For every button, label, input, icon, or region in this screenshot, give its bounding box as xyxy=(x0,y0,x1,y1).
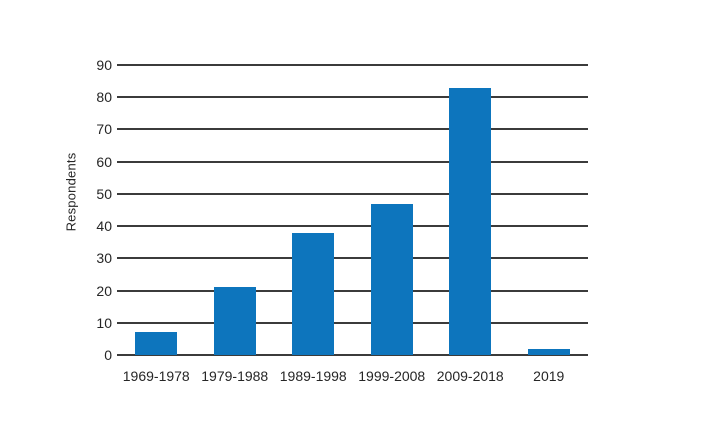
gridline-60 xyxy=(117,160,588,163)
gridline-20 xyxy=(117,289,588,292)
y-tick-label-10: 10 xyxy=(96,314,112,331)
y-tick-label-90: 90 xyxy=(96,57,112,73)
x-axis-label-1979-1988: 1979-1988 xyxy=(201,368,269,384)
gridline-40 xyxy=(117,225,588,228)
gridline-70 xyxy=(117,128,588,131)
x-axis-label-2009-2018: 2009-2018 xyxy=(436,368,504,384)
y-axis-tick-labels: 0 10 20 30 40 50 60 70 80 90 xyxy=(0,57,112,363)
bar-2009-2018 xyxy=(449,87,492,355)
y-tick-label-20: 20 xyxy=(96,282,112,299)
bar-1979-1988 xyxy=(213,287,256,355)
x-axis-label-1969-1978: 1969-1978 xyxy=(122,368,190,384)
y-tick-label-60: 60 xyxy=(96,153,112,170)
gridline-50 xyxy=(117,192,588,195)
y-tick-label-50: 50 xyxy=(96,185,112,202)
bar-1989-1998 xyxy=(292,232,335,355)
plot-area xyxy=(117,64,588,356)
y-tick-label-70: 70 xyxy=(96,121,112,138)
x-axis-label-2019: 2019 xyxy=(533,368,565,384)
bar-2019 xyxy=(527,348,570,355)
bar-1999-2008 xyxy=(370,203,413,355)
gridline-30 xyxy=(117,257,588,260)
gridline-0 xyxy=(117,354,588,356)
gridline-10 xyxy=(117,321,588,324)
y-tick-label-40: 40 xyxy=(96,218,112,235)
y-tick-label-30: 30 xyxy=(96,250,112,267)
x-axis-label-1999-2008: 1999-2008 xyxy=(358,368,426,384)
gridline-90 xyxy=(117,64,588,66)
gridline-80 xyxy=(117,96,588,99)
x-axis-labels: 1969-1978 1979-1988 1989-1998 1999-2008 2009… xyxy=(117,367,588,387)
y-tick-label-80: 80 xyxy=(96,89,112,106)
x-axis-label-1989-1998: 1989-1998 xyxy=(279,368,347,384)
bar-1969-1978 xyxy=(135,332,178,355)
y-tick-label-0: 0 xyxy=(104,347,112,363)
